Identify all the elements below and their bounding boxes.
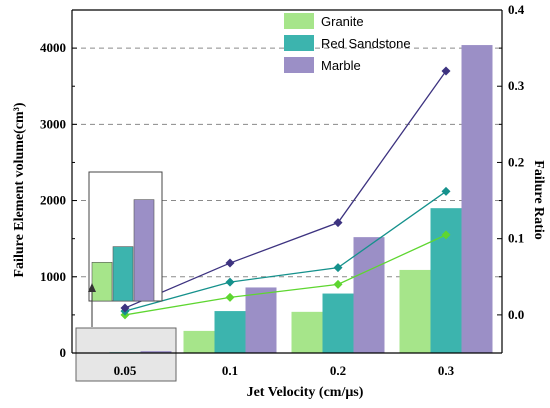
inset-bar-granite [91, 261, 113, 302]
x-tick-label: 0.1 [222, 363, 238, 378]
bar-marble [245, 287, 277, 353]
y-right-tick-label: 0.3 [508, 78, 525, 93]
bar-red-sandstone [214, 311, 246, 353]
legend-swatch-granite [284, 13, 314, 29]
ratio-line-granite [124, 234, 447, 316]
legend-label-marble: Marble [321, 58, 361, 73]
ratio-point-granite [225, 292, 235, 302]
x-tick-label: 0.05 [114, 363, 137, 378]
x-tick-label: 0.3 [438, 363, 455, 378]
y-right-tick-label: 0.4 [508, 2, 525, 17]
legend-swatch-red-sandstone [284, 35, 314, 51]
y-left-tick-label: 1000 [40, 269, 66, 284]
y-axis-left-title: Failure Element volume(cm³) [12, 102, 27, 277]
ratio-line-red-sandstone [124, 190, 447, 312]
ratio-point-red-sandstone [333, 263, 343, 273]
ratio-point-marble [333, 218, 343, 228]
y-right-tick-label: 0.0 [508, 307, 524, 322]
inset-bar-marble [133, 199, 155, 302]
bar-granite [399, 269, 431, 353]
legend-swatch-marble [284, 57, 314, 73]
bar-marble [461, 45, 493, 353]
ratio-line-marble [124, 70, 447, 309]
y-right-tick-label: 0.2 [508, 154, 524, 169]
bar-granite [183, 330, 215, 353]
axes: 0 1000 2000 3000 4000 0.0 0.1 0.2 0.3 0.4 0.05 0.1 0… [40, 2, 525, 378]
bar-marble [140, 351, 172, 353]
ratio-point-red-sandstone [441, 186, 451, 196]
bar-red-sandstone [322, 293, 354, 353]
x-axis-title: Jet Velocity (cm/μs) [247, 385, 364, 400]
ratio-point-marble [120, 303, 130, 313]
ratio-point-granite [441, 230, 451, 240]
legend: Granite Red Sandstone Marble [284, 13, 411, 73]
x-tick-label: 0.2 [330, 363, 346, 378]
inset-arrow-head [88, 283, 96, 292]
ratio-point-marble [441, 66, 451, 76]
y-left-tick-label: 0 [60, 345, 67, 360]
y-axis-right-title: Failure Ratio [531, 160, 546, 239]
bar-marble [353, 237, 385, 353]
ratio-point-red-sandstone [225, 277, 235, 287]
bars [78, 45, 493, 354]
y-left-tick-label: 3000 [40, 116, 66, 131]
highlight-rect [75, 327, 177, 382]
ratio-point-granite [333, 279, 343, 289]
y-right-tick-label: 0.1 [508, 231, 524, 246]
legend-label-red-sandstone: Red Sandstone [321, 36, 411, 51]
y-left-tick-label: 4000 [40, 40, 66, 55]
y-left-tick-label: 2000 [40, 193, 66, 208]
inset-highlight-box [75, 327, 177, 382]
bar-granite [291, 311, 323, 353]
ratio-point-marble [225, 258, 235, 268]
inset-chart [88, 171, 163, 327]
bar-red-sandstone [430, 208, 462, 353]
ratio-lines [120, 66, 451, 320]
inset-bar-red-sandstone [112, 246, 134, 302]
legend-label-granite: Granite [321, 14, 364, 29]
